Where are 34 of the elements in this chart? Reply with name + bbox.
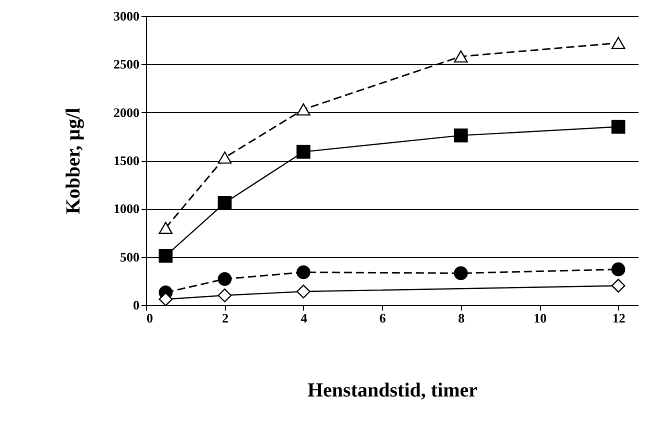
point [158,248,173,263]
point [611,36,626,50]
point [296,144,310,159]
y-axis-title: Kobber, µg/l [62,107,84,214]
y-tick-label: 1000 [114,201,140,216]
x-tick-label: 2 [222,310,228,326]
x-tick-label: 0 [146,310,153,326]
point [611,120,626,134]
y-tick-label: 0 [133,298,140,312]
point [296,103,310,116]
point [218,288,232,302]
y-tick-label: 3000 [114,8,140,24]
point [454,266,468,280]
x-tick-label: 12 [612,310,626,326]
point [611,262,626,276]
x-axis-title: Henstandstid, timer [308,380,478,402]
point [296,284,310,298]
point [158,222,173,234]
y-tick-label: 500 [120,249,140,264]
point [218,272,232,286]
point [158,292,173,306]
point [218,152,232,164]
point [611,278,626,293]
point [296,265,310,280]
point [218,196,232,210]
x-tick-label: 6 [379,310,386,326]
point [454,128,468,142]
y-tick-label: 2500 [114,56,140,72]
point [454,50,468,63]
x-tick-label: 8 [458,310,466,326]
x-tick-label: 4 [300,310,308,326]
y-tick-label: 2000 [114,104,140,120]
y-tick-label: 1500 [114,153,140,168]
x-tick-label: 10 [534,310,547,326]
